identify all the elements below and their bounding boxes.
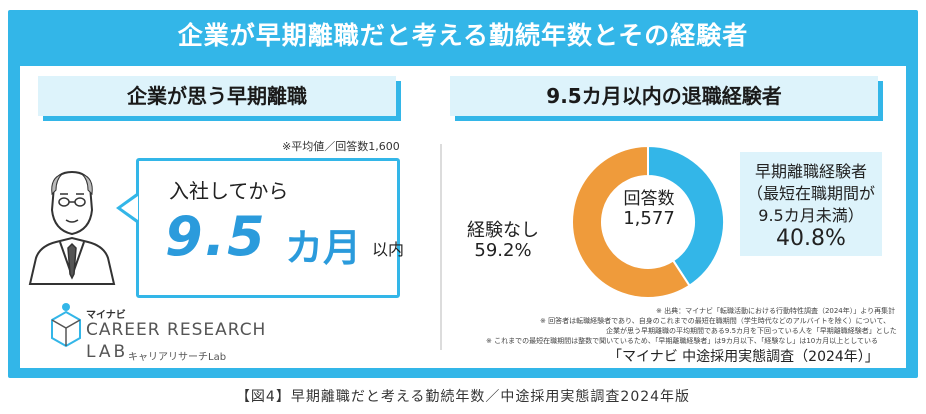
businessman-icon xyxy=(28,170,116,285)
slice-label-experienced-sub2: 9.5カ月未満） xyxy=(758,206,864,225)
logo-name: CAREER RESEARCH xyxy=(86,320,267,340)
donut-chart xyxy=(571,144,725,299)
bubble-within: 以内 xyxy=(372,240,405,259)
average-note: ※平均値／回答数1,600 xyxy=(282,140,400,153)
slice-label-experienced-sub1: （最短在職期間が xyxy=(746,184,875,203)
footnote-2: ※ 回答者は転職経験者であり、自身のこれまでの最短在職期間（学生時代などのアルバ… xyxy=(540,317,891,325)
bubble-value: 9.5 xyxy=(165,205,267,268)
slice-experienced xyxy=(647,144,725,288)
slice-value-none: 59.2% xyxy=(474,240,532,261)
left-section-title: 企業が思う早期離職 xyxy=(38,76,396,116)
bubble-text: 入社してから xyxy=(169,179,289,203)
source: 「マイナビ 中途採用実態調査（2024年）」 xyxy=(608,349,879,365)
slice-value-experienced: 40.8% xyxy=(776,226,846,251)
bubble-unit: カ月 xyxy=(285,226,362,270)
content-panel: 企業が思う早期離職 9.5カ月以内の退職経験者 ※平均値／回答数1,600 入社… xyxy=(20,66,906,368)
slice-label-none: 経験なし xyxy=(467,220,539,241)
footnote-4: ※ これまでの最短在職期間は整数で聞いているため、「早期離職経験者」は9カ月以下… xyxy=(486,337,879,345)
chart-center-label: 回答数 xyxy=(623,189,675,209)
speech-bubble: 入社してから 9.5 カ月 xyxy=(136,158,400,298)
footnote-1: ※ 出典：マイナビ「転職活動における行動特性調査（2024年）」より再集計 xyxy=(656,307,896,315)
experienced-label-box xyxy=(740,152,882,256)
logo-kana: キャリアリサーチLab xyxy=(128,352,227,363)
right-section-title: 9.5カ月以内の退職経験者 xyxy=(450,76,878,116)
logo-brand: マイナビ xyxy=(86,310,126,321)
figure-caption: 【図4】早期離職だと考える勤続年数／中途採用実態調査2024年版 xyxy=(235,389,691,405)
logo-lab: LAB xyxy=(86,342,129,362)
main-title: 企業が早期離職だと考える勤続年数とその経験者 xyxy=(177,21,749,50)
career-research-lab-logo-icon xyxy=(51,303,81,348)
infographic-frame: 企業が早期離職だと考える勤続年数とその経験者 企業が思う早期離職 9.5カ月以内… xyxy=(8,10,918,378)
divider xyxy=(440,144,442,350)
chart-center-value: 1,577 xyxy=(623,208,675,229)
slice-none xyxy=(571,144,691,299)
speech-bubble-tail-fill xyxy=(121,196,138,220)
slice-label-experienced: 早期離職経験者 xyxy=(754,162,867,181)
footnote-3: 企業が思う早期離職の平均期間である9.5カ月を下回っている人を「早期離職経験者」… xyxy=(606,327,897,335)
